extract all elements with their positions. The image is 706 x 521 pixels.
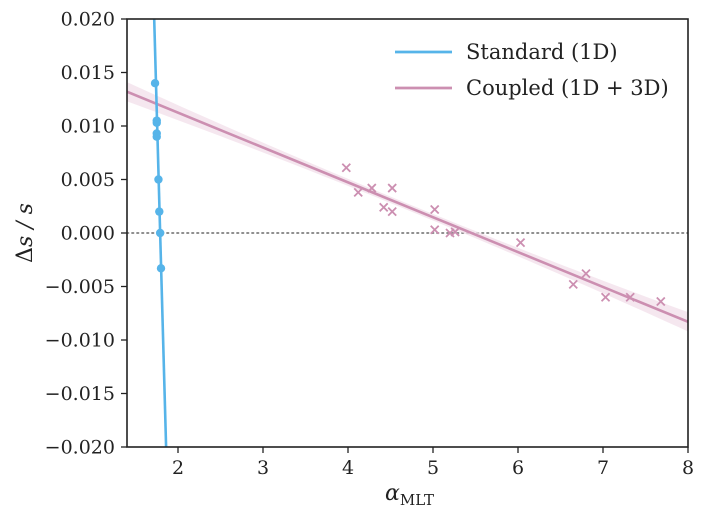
- coupled-point: [581, 269, 591, 279]
- x-tick-label: 4: [342, 457, 354, 479]
- y-axis-label-variable: s / s: [13, 203, 38, 247]
- coupled-point: [625, 292, 635, 302]
- y-axis-label: Δs / s: [13, 203, 38, 263]
- x-tick-label: 2: [172, 457, 184, 479]
- coupled-point: [568, 279, 578, 289]
- coupled-point-stroke: [353, 187, 363, 197]
- y-tick-label: 0.005: [61, 169, 115, 191]
- coupled-point-stroke: [450, 227, 460, 237]
- coupled-point: [353, 187, 363, 197]
- x-tick-label: 6: [512, 457, 524, 479]
- legend: Standard (1D) Coupled (1D + 3D): [395, 40, 669, 100]
- coupled-fit-line: [127, 90, 688, 324]
- coupled-point-stroke: [515, 237, 526, 248]
- standard-point: [155, 228, 165, 238]
- standard-point: [150, 79, 160, 88]
- y-tick-label: −0.010: [45, 330, 115, 352]
- coupled-point: [430, 225, 440, 235]
- coupled-point-stroke: [379, 202, 389, 212]
- standard-point: [152, 118, 161, 127]
- y-tick-label: 0.010: [61, 116, 115, 138]
- x-tick-label: 5: [427, 457, 439, 479]
- coupled-point: [430, 204, 440, 215]
- x-axis-label-symbol: α: [385, 481, 400, 506]
- coupled-point: [341, 163, 351, 173]
- x-tick-label: 3: [257, 457, 269, 479]
- y-tick-label: −0.020: [45, 437, 115, 459]
- coupled-point-stroke: [430, 204, 440, 215]
- coupled-point: [387, 183, 397, 193]
- x-tick-label: 8: [682, 457, 694, 479]
- coupled-point-stroke: [656, 296, 666, 307]
- coupled-point: [387, 206, 397, 217]
- standard-point: [152, 132, 161, 141]
- coupled-point-stroke: [600, 292, 611, 302]
- coupled-point: [656, 296, 666, 307]
- x-axis-label: αMLT: [385, 481, 434, 509]
- coupled-point: [379, 202, 389, 212]
- y-tick-label: 0.000: [61, 223, 115, 245]
- coupled-point: [515, 237, 526, 248]
- coupled-point: [600, 292, 611, 302]
- standard-point: [154, 175, 163, 184]
- legend-label: Coupled (1D + 3D): [466, 76, 669, 100]
- coupled-point: [450, 227, 460, 237]
- coupled-point-stroke: [367, 183, 377, 193]
- y-tick-label: −0.005: [45, 276, 115, 298]
- x-tick-label: 7: [597, 457, 609, 479]
- standard-point: [156, 264, 166, 273]
- y-axis-label-delta: Δ: [13, 247, 38, 263]
- coupled-point-stroke: [625, 292, 635, 302]
- legend-label: Standard (1D): [466, 40, 618, 64]
- coupled-point: [367, 183, 377, 193]
- y-tick-label: −0.015: [45, 383, 115, 405]
- standard-point: [155, 207, 164, 216]
- x-axis-label-subscript: MLT: [400, 491, 434, 509]
- coupled-point-stroke: [387, 206, 397, 217]
- y-tick-label: 0.015: [61, 62, 115, 84]
- coupled-point-stroke: [341, 163, 351, 173]
- coupled-point-stroke: [430, 225, 440, 235]
- coupled-point-stroke: [568, 279, 578, 289]
- coupled-point-stroke: [581, 269, 591, 279]
- coupled-point-stroke: [387, 183, 397, 193]
- y-tick-label: 0.020: [61, 9, 115, 31]
